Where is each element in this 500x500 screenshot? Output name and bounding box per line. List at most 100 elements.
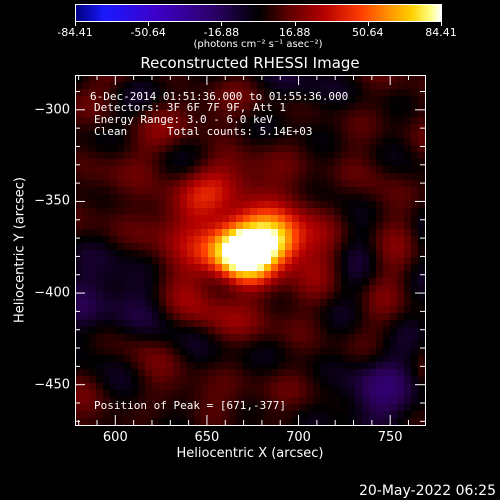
heatmap-cell bbox=[103, 411, 110, 418]
heatmap-cell bbox=[418, 222, 425, 229]
heatmap-cell bbox=[250, 208, 257, 215]
heatmap-cell bbox=[271, 320, 278, 327]
heatmap-cell bbox=[348, 320, 355, 327]
heatmap-cell bbox=[89, 369, 96, 376]
heatmap-cell bbox=[264, 348, 271, 355]
heatmap-cell bbox=[376, 250, 383, 257]
heatmap-cell bbox=[285, 103, 292, 110]
heatmap-cell bbox=[313, 376, 320, 383]
heatmap-cell bbox=[292, 278, 299, 285]
heatmap-cell bbox=[117, 292, 124, 299]
heatmap-cell bbox=[222, 222, 229, 229]
heatmap-cell bbox=[110, 278, 117, 285]
heatmap-cell bbox=[194, 348, 201, 355]
heatmap-cell bbox=[278, 376, 285, 383]
heatmap-cell bbox=[313, 124, 320, 131]
heatmap-cell bbox=[229, 369, 236, 376]
heatmap-cell bbox=[173, 404, 180, 411]
heatmap-cell bbox=[355, 362, 362, 369]
heatmap-cell bbox=[369, 194, 376, 201]
heatmap-cell bbox=[201, 166, 208, 173]
heatmap-cell bbox=[208, 348, 215, 355]
heatmap-cell bbox=[299, 75, 306, 82]
heatmap-cell bbox=[320, 362, 327, 369]
heatmap-cell bbox=[194, 418, 201, 425]
heatmap-cell bbox=[89, 201, 96, 208]
heatmap-cell bbox=[145, 327, 152, 334]
heatmap-cell bbox=[110, 362, 117, 369]
heatmap-cell bbox=[404, 278, 411, 285]
heatmap-cell bbox=[166, 397, 173, 404]
heatmap-cell bbox=[96, 131, 103, 138]
heatmap-cell bbox=[103, 327, 110, 334]
heatmap-cell bbox=[404, 187, 411, 194]
heatmap-cell bbox=[334, 180, 341, 187]
heatmap-cell bbox=[376, 299, 383, 306]
heatmap-cell bbox=[278, 271, 285, 278]
heatmap-cell bbox=[418, 243, 425, 250]
heatmap-cell bbox=[145, 173, 152, 180]
heatmap-cell bbox=[159, 173, 166, 180]
heatmap-cell bbox=[145, 292, 152, 299]
heatmap-cell bbox=[320, 285, 327, 292]
heatmap-cell bbox=[159, 166, 166, 173]
heatmap-cell bbox=[362, 89, 369, 96]
heatmap-cell bbox=[159, 138, 166, 145]
heatmap-cell bbox=[390, 278, 397, 285]
heatmap-cell bbox=[355, 341, 362, 348]
heatmap-cell bbox=[264, 327, 271, 334]
heatmap-cell bbox=[82, 236, 89, 243]
heatmap-cell bbox=[271, 110, 278, 117]
heatmap-cell bbox=[355, 166, 362, 173]
heatmap-cell bbox=[194, 131, 201, 138]
heatmap-cell bbox=[215, 145, 222, 152]
heatmap-cell bbox=[341, 320, 348, 327]
heatmap-cell bbox=[180, 299, 187, 306]
heatmap-cell bbox=[194, 404, 201, 411]
heatmap-cell bbox=[299, 103, 306, 110]
heatmap-cell bbox=[138, 320, 145, 327]
heatmap-cell bbox=[152, 131, 159, 138]
heatmap-cell bbox=[166, 215, 173, 222]
colorbar-tick-label: -16.88 bbox=[203, 26, 240, 39]
heatmap-cell bbox=[138, 201, 145, 208]
heatmap-cell bbox=[250, 306, 257, 313]
heatmap-cell bbox=[145, 124, 152, 131]
heatmap-cell bbox=[411, 264, 418, 271]
heatmap-cell bbox=[131, 194, 138, 201]
heatmap-cell bbox=[250, 257, 257, 264]
heatmap-cell bbox=[362, 327, 369, 334]
heatmap-cell bbox=[278, 397, 285, 404]
heatmap-cell bbox=[383, 264, 390, 271]
heatmap-cell bbox=[117, 82, 124, 89]
heatmap-cell bbox=[201, 355, 208, 362]
heatmap-cell bbox=[236, 362, 243, 369]
heatmap-cell bbox=[327, 173, 334, 180]
heatmap-cell bbox=[96, 75, 103, 82]
heatmap-cell bbox=[355, 138, 362, 145]
heatmap-cell bbox=[341, 299, 348, 306]
heatmap-cell bbox=[327, 110, 334, 117]
heatmap-cell bbox=[383, 152, 390, 159]
heatmap-cell bbox=[159, 208, 166, 215]
heatmap-cell bbox=[103, 362, 110, 369]
heatmap-cell bbox=[250, 243, 257, 250]
heatmap-cell bbox=[348, 152, 355, 159]
heatmap-cell bbox=[180, 152, 187, 159]
heatmap-cell bbox=[404, 285, 411, 292]
heatmap-cell bbox=[222, 152, 229, 159]
heatmap-cell bbox=[271, 418, 278, 425]
heatmap-cell bbox=[271, 348, 278, 355]
heatmap-cell bbox=[250, 110, 257, 117]
colorbar-tick bbox=[441, 21, 442, 26]
heatmap-cell bbox=[138, 117, 145, 124]
heatmap-cell bbox=[194, 75, 201, 82]
heatmap-cell bbox=[124, 306, 131, 313]
heatmap-cell bbox=[187, 376, 194, 383]
heatmap-cell bbox=[236, 180, 243, 187]
heatmap-cell bbox=[257, 89, 264, 96]
heatmap-cell bbox=[229, 145, 236, 152]
heatmap-cell bbox=[236, 89, 243, 96]
heatmap-cell bbox=[215, 250, 222, 257]
heatmap-cell bbox=[327, 222, 334, 229]
